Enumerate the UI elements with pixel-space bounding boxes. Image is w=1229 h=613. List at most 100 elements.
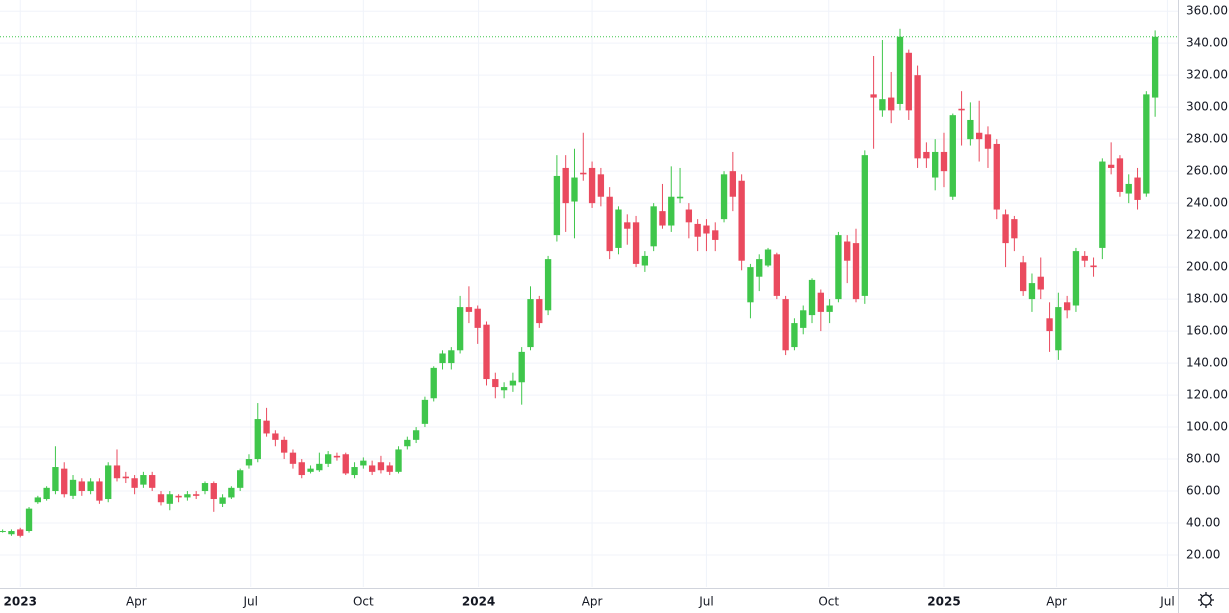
y-tick-label: 360.00 bbox=[1186, 4, 1228, 18]
candle-body bbox=[298, 462, 305, 476]
candle-body bbox=[1046, 318, 1053, 332]
candle-body bbox=[659, 211, 666, 226]
candle-body bbox=[157, 494, 165, 503]
candle-body bbox=[712, 230, 719, 240]
candle-body bbox=[1028, 283, 1036, 300]
candle-body bbox=[166, 494, 173, 504]
candle-body bbox=[61, 468, 68, 495]
candle-body bbox=[756, 259, 763, 277]
candle-body bbox=[254, 419, 261, 460]
candle-body bbox=[1002, 214, 1009, 244]
candle-body bbox=[976, 132, 983, 140]
candle-body bbox=[694, 223, 701, 237]
candle-body bbox=[1063, 302, 1071, 311]
candle-body bbox=[1116, 158, 1124, 192]
candle-body bbox=[650, 206, 657, 247]
candle-body bbox=[571, 177, 578, 202]
x-tick-label: Apr bbox=[126, 595, 147, 609]
candle-body bbox=[122, 476, 129, 479]
candle-body bbox=[826, 305, 833, 312]
x-tick-label: Jul bbox=[242, 595, 257, 609]
candle-body bbox=[34, 497, 41, 503]
x-tick-label: 2024 bbox=[462, 595, 495, 609]
candle-body bbox=[808, 279, 816, 316]
candle-body bbox=[1151, 36, 1159, 98]
candle-body bbox=[184, 494, 191, 498]
candle-body bbox=[456, 307, 464, 351]
candle-body bbox=[791, 323, 798, 348]
candle-body bbox=[509, 380, 517, 386]
candle-body bbox=[342, 454, 349, 474]
candle-body bbox=[993, 143, 1000, 210]
candle-body bbox=[844, 241, 851, 261]
candle-body bbox=[940, 151, 948, 172]
x-tick-label: Oct bbox=[353, 595, 374, 609]
candle-body bbox=[360, 460, 367, 466]
candle-body bbox=[1037, 276, 1044, 290]
candle-body bbox=[140, 475, 147, 485]
y-tick-label: 60.00 bbox=[1186, 484, 1220, 498]
candle-body bbox=[888, 97, 895, 111]
candle-body bbox=[536, 299, 543, 324]
candle-body bbox=[729, 171, 737, 197]
candle-body bbox=[78, 481, 85, 492]
candle-body bbox=[685, 209, 693, 223]
candle-body bbox=[131, 478, 138, 488]
candle-body bbox=[764, 249, 772, 266]
y-tick-label: 220.00 bbox=[1186, 228, 1228, 242]
candle-body bbox=[1081, 255, 1088, 261]
candle-body bbox=[201, 483, 209, 492]
candle-body bbox=[25, 508, 33, 532]
x-tick-label: 2023 bbox=[4, 595, 37, 609]
candle-body bbox=[17, 529, 24, 536]
settings-icon[interactable] bbox=[1198, 592, 1214, 608]
candle-body bbox=[52, 467, 59, 492]
candle-body bbox=[0, 531, 6, 533]
candle-body bbox=[105, 465, 112, 500]
y-tick-label: 280.00 bbox=[1186, 132, 1228, 146]
y-tick-label: 300.00 bbox=[1186, 100, 1228, 114]
candle-body bbox=[580, 172, 587, 175]
candle-body bbox=[1134, 177, 1141, 200]
candle-body bbox=[676, 196, 684, 199]
candle-body bbox=[1072, 251, 1080, 306]
candle-body bbox=[465, 307, 473, 312]
x-tick-label: Jul bbox=[1159, 595, 1174, 609]
candle-body bbox=[703, 225, 710, 234]
candle-body bbox=[228, 487, 235, 498]
candle-body bbox=[615, 209, 622, 248]
candle-body bbox=[632, 222, 640, 264]
candle-body bbox=[958, 108, 965, 111]
candle-body bbox=[368, 465, 376, 472]
x-tick-label: Oct bbox=[818, 595, 839, 609]
candle-body bbox=[668, 196, 675, 226]
candle-body bbox=[474, 308, 481, 328]
candle-body bbox=[624, 222, 631, 229]
grid bbox=[0, 0, 1178, 587]
y-tick-label: 160.00 bbox=[1186, 324, 1228, 338]
candle-body bbox=[896, 36, 904, 104]
candle-body bbox=[870, 94, 877, 98]
candle-body bbox=[1125, 183, 1132, 194]
candle-body bbox=[263, 420, 270, 434]
candle-body bbox=[641, 255, 649, 266]
candle-body bbox=[483, 324, 490, 380]
candle-body bbox=[237, 470, 244, 488]
candle-body bbox=[1011, 219, 1018, 239]
candle-body bbox=[8, 531, 15, 535]
candle-body bbox=[272, 433, 279, 440]
candle-body bbox=[967, 119, 974, 140]
y-tick-label: 320.00 bbox=[1186, 68, 1228, 82]
candle-body bbox=[923, 151, 930, 159]
candle-body bbox=[1143, 94, 1150, 194]
y-tick-label: 200.00 bbox=[1186, 260, 1228, 274]
candle-body bbox=[588, 167, 596, 204]
candle-body bbox=[377, 462, 385, 471]
y-tick-label: 20.00 bbox=[1186, 548, 1220, 562]
candle-body bbox=[448, 350, 455, 364]
y-tick-label: 100.00 bbox=[1186, 420, 1228, 434]
candle-body bbox=[518, 351, 525, 383]
candle-body bbox=[527, 299, 534, 348]
y-tick-label: 340.00 bbox=[1186, 36, 1228, 50]
x-tick-label: Apr bbox=[582, 595, 603, 609]
